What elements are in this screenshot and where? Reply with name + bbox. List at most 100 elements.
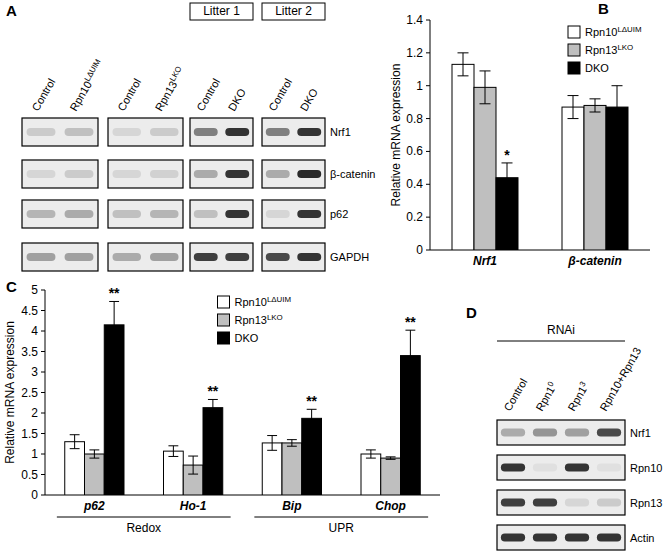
band [266, 210, 290, 218]
name-sup: LΔUIM [267, 295, 291, 304]
error-stem [370, 450, 371, 458]
y-tick-label: 4 [31, 324, 38, 338]
error-bar [366, 450, 376, 458]
significance: ** [405, 314, 416, 330]
error-cap [267, 435, 277, 436]
group-line [57, 517, 231, 518]
band [597, 429, 621, 437]
lane-label: Control [115, 76, 143, 113]
error-cap [366, 449, 376, 450]
significance: ** [207, 383, 218, 399]
legend: Rpn10LΔUIMRpn13LKODKO [568, 25, 642, 74]
blot-strip [22, 160, 98, 188]
error-cap [480, 70, 491, 71]
legend-swatch [568, 62, 580, 74]
y-tick-label: 0.6 [406, 144, 423, 158]
y-tick [426, 52, 430, 53]
y-tick-label: 0.5 [21, 468, 38, 482]
error-cap [405, 381, 415, 382]
bar [282, 443, 302, 495]
header-line [497, 341, 625, 342]
legend-label: Rpn10LΔUIM [585, 25, 642, 38]
bar [361, 454, 381, 495]
category-label: Ho-1 [180, 499, 207, 513]
bar [104, 325, 124, 495]
annotations: ** ** ** ** [109, 285, 417, 409]
band [150, 210, 179, 218]
row-label: Rpn13 [630, 497, 662, 509]
significance: * [504, 147, 510, 163]
band [150, 253, 179, 261]
bar [452, 64, 474, 250]
panel-label: B [598, 0, 609, 17]
band [194, 128, 218, 136]
lane-label: Rpn10+Rpn13 [597, 345, 643, 413]
error-cap [386, 459, 396, 460]
error-stem [291, 440, 292, 447]
legend-label: Rpn10LΔUIM [235, 295, 292, 308]
error-bar [612, 86, 623, 129]
category-label: p62 [83, 499, 105, 513]
blot-header: Litter 2 [275, 4, 312, 18]
blot-strip [190, 118, 253, 146]
lane-label: DKO [226, 86, 249, 113]
band [27, 210, 56, 218]
band [194, 253, 218, 261]
error-cap [458, 75, 469, 76]
band [533, 499, 557, 507]
band [266, 170, 290, 178]
error-cap [188, 456, 198, 457]
y-tick-label: 3.5 [21, 345, 38, 359]
error-cap [287, 439, 297, 440]
error-cap [188, 474, 198, 475]
y-tick [41, 372, 45, 373]
significance: ** [109, 285, 120, 301]
name-base: Rpn13 [585, 44, 617, 56]
blot-strip [22, 118, 98, 146]
band [194, 170, 218, 178]
y-tick-label: 0.4 [406, 177, 423, 191]
y-tick-label: 3 [31, 365, 38, 379]
background [0, 0, 664, 556]
y-tick [41, 474, 45, 475]
blot-header: Litter 1 [203, 4, 240, 18]
band [27, 253, 56, 261]
bar [203, 408, 223, 495]
band [150, 170, 179, 178]
y-axis-label: Relative mRNA expression [389, 64, 403, 207]
name-base: Rpn1 [533, 384, 557, 413]
band [113, 210, 142, 218]
band [597, 464, 621, 472]
blot-strip [262, 160, 325, 188]
error-cap [89, 458, 99, 459]
error-cap [267, 450, 277, 451]
name-sup: LKO [617, 43, 633, 52]
blot-strip [497, 490, 625, 515]
y-tick-label: 2.5 [21, 386, 38, 400]
y-tick [426, 118, 430, 119]
band [225, 128, 249, 136]
y-tick [41, 413, 45, 414]
significance: ** [306, 393, 317, 409]
name-base: Rpn10 [67, 79, 94, 113]
row-label: GAPDH [330, 251, 369, 263]
error-cap [208, 415, 218, 416]
y-tick [426, 85, 430, 86]
band [65, 253, 94, 261]
band [565, 429, 589, 437]
blot-strip [108, 118, 183, 146]
error-stem [272, 436, 273, 451]
bar [584, 105, 606, 250]
y-tick [426, 184, 430, 185]
error-stem [485, 71, 486, 104]
band [27, 128, 56, 136]
blot-strip [22, 200, 98, 228]
name-base: Rpn10 [235, 296, 267, 308]
band [65, 128, 94, 136]
y-tick-label: 4.5 [21, 304, 38, 318]
band [225, 170, 249, 178]
legend-swatch [568, 44, 580, 56]
name-sup: 0 [546, 379, 556, 388]
category-label: Nrf1 [473, 254, 497, 268]
y-tick [41, 290, 45, 291]
